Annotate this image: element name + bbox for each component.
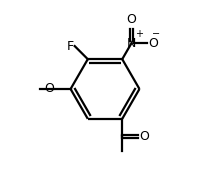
Text: −: − <box>152 29 160 39</box>
Text: O: O <box>139 130 149 143</box>
Text: O: O <box>149 37 159 50</box>
Text: +: + <box>135 29 143 39</box>
Text: F: F <box>67 40 74 53</box>
Text: methoxy: methoxy <box>9 86 39 92</box>
Text: O: O <box>44 82 54 96</box>
Text: O: O <box>127 13 136 26</box>
Text: N: N <box>127 37 136 50</box>
